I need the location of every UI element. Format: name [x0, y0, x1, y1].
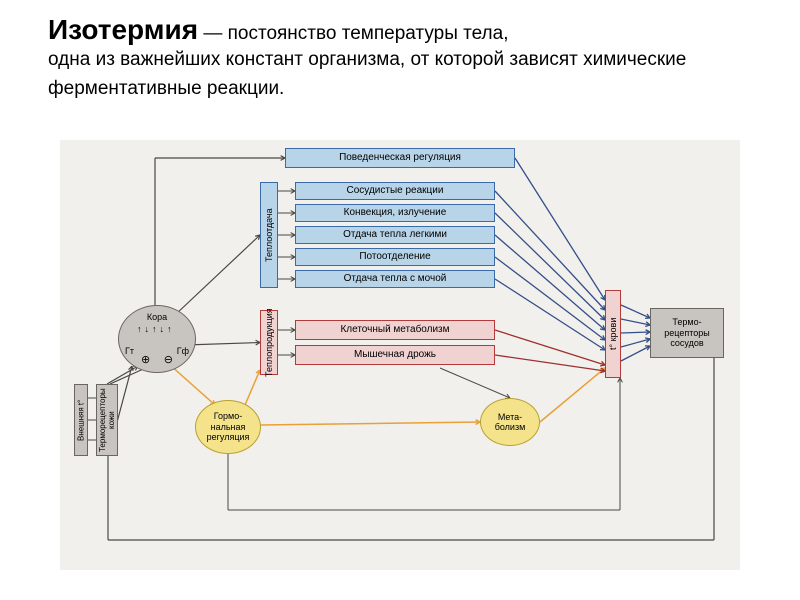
node-lungs: Отдача тепла легкими: [295, 226, 495, 244]
node-shiver: Мышечная дрожь: [295, 345, 495, 365]
title-dash: —: [198, 23, 228, 44]
node-receptors: Термо- рецепторы сосудов: [650, 308, 724, 358]
title-block: Изотермия — постоянство температуры тела…: [48, 14, 748, 103]
node-heat_prod: Теплопродукция: [260, 310, 278, 375]
title-main: Изотермия: [48, 14, 198, 45]
node-vascular: Сосудистые реакции: [295, 182, 495, 200]
title-sub: постоянство температуры тела,: [228, 23, 509, 44]
node-behavioral: Поведенческая регуляция: [285, 148, 515, 168]
diagram: Поведенческая регуляция Сосудистые реакци…: [60, 140, 740, 570]
node-metabolism: Мета- болизм: [480, 398, 540, 446]
node-sweat: Потоотделение: [295, 248, 495, 266]
node-skin: Терморецепторы кожи: [96, 384, 118, 456]
node-urine: Отдача тепла с мочой: [295, 270, 495, 288]
node-ext_t: Внешняя t°: [74, 384, 88, 456]
node-heat_out: Теплоотдача: [260, 182, 278, 288]
node-blood_t: t° крови: [605, 290, 621, 378]
node-cell_meta: Клеточный метаболизм: [295, 320, 495, 340]
title-rest: одна из важнейших констант организма, от…: [48, 46, 748, 103]
node-convection: Конвекция, излучение: [295, 204, 495, 222]
node-cortex: КораГтГф⊕⊖↑↓↑↓↑: [118, 305, 196, 373]
node-hormonal: Гормо- нальная регуляция: [195, 400, 261, 454]
